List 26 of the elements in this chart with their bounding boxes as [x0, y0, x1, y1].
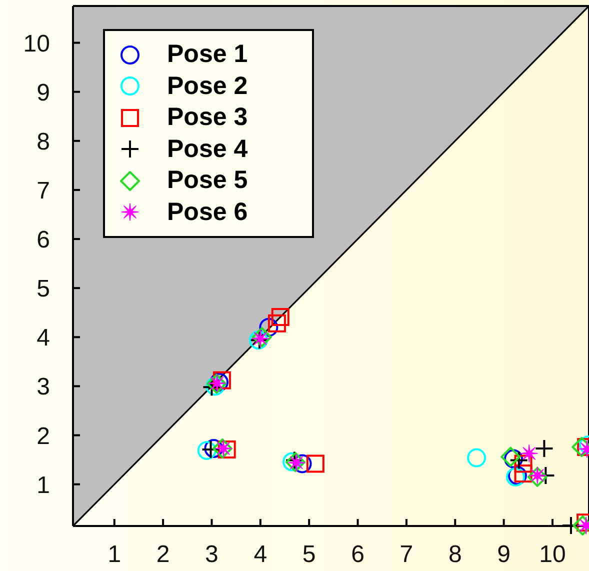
y-tick-label: 6 [36, 226, 50, 254]
x-tick-label: 10 [539, 541, 566, 568]
x-tick-label: 8 [448, 541, 462, 568]
y-tick-label: 8 [36, 128, 50, 156]
y-tick-label: 10 [23, 30, 50, 58]
legend-label: Pose 5 [167, 166, 248, 196]
legend-label: Pose 4 [167, 134, 248, 164]
y-tick-label: 2 [36, 422, 50, 450]
x-tick-label: 5 [302, 541, 316, 568]
y-tick-label: 9 [36, 79, 50, 106]
legend-label: Pose 3 [167, 103, 248, 132]
y-tick-label: 3 [36, 374, 50, 401]
x-tick-label: 6 [351, 541, 364, 568]
legend-label: Pose 6 [167, 198, 248, 227]
x-tick-label: 2 [156, 541, 170, 568]
y-tick-label: 1 [36, 472, 50, 499]
y-tick-label: 7 [36, 177, 50, 204]
legend-label: Pose 1 [167, 40, 248, 70]
x-tick-label: 1 [108, 541, 122, 568]
x-tick-label: 3 [205, 541, 218, 568]
x-tick-label: 4 [254, 541, 268, 568]
x-tick-label: 9 [497, 541, 510, 568]
x-tick-label: 7 [400, 541, 414, 568]
y-tick-label: 5 [36, 276, 50, 303]
y-tick-label: 4 [36, 324, 50, 352]
legend-label: Pose 2 [167, 72, 248, 101]
